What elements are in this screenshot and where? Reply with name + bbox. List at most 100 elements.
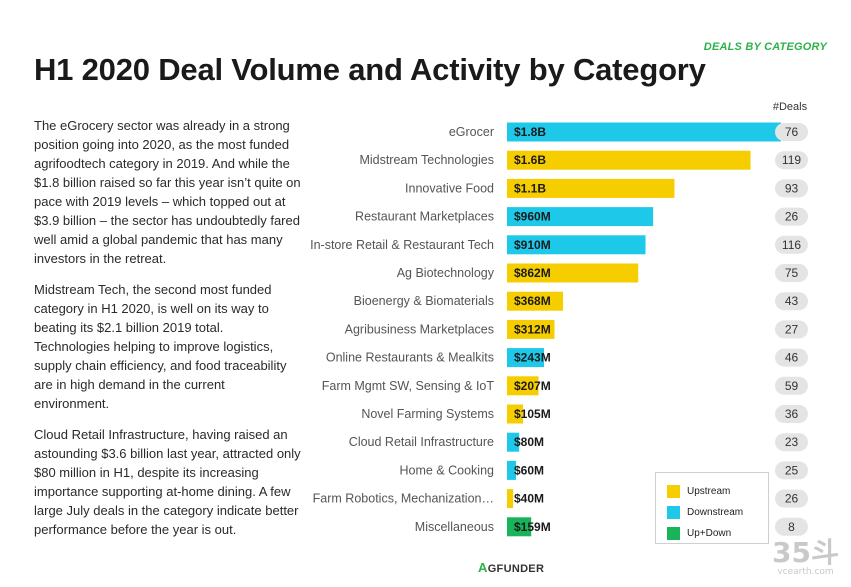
agfunder-logo: AGFUNDER — [478, 560, 544, 575]
value-label: $80M — [514, 435, 544, 449]
category-label: Ag Biotechnology — [397, 266, 495, 280]
deal-count-label: 75 — [785, 266, 799, 280]
deal-count-pill — [775, 348, 808, 367]
bar — [507, 348, 544, 368]
deal-count-label: 59 — [785, 379, 799, 393]
deal-count-pill — [775, 264, 808, 282]
deal-count-pill — [775, 179, 808, 198]
paragraph-egrocery: The eGrocery sector was already in a str… — [34, 118, 301, 266]
bar — [507, 207, 654, 227]
deal-count-label: 26 — [785, 492, 799, 506]
legend-item-upstream: Upstream — [667, 481, 768, 502]
deal-count-pill — [775, 461, 808, 480]
legend-item-downstream: Downstream — [667, 502, 768, 523]
value-label: $862M — [514, 266, 551, 280]
paragraph-cloud-retail: Cloud Retail Infrastructure, having rais… — [34, 427, 301, 537]
deal-count-label: 119 — [782, 153, 801, 167]
chart-row: Innovative Food $1.1B 93 — [405, 178, 808, 198]
bar — [507, 122, 781, 142]
deals-column-header: #Deals — [773, 101, 808, 113]
legend-label-downstream: Downstream — [687, 507, 744, 518]
deal-count-label: 116 — [782, 238, 801, 252]
value-label: $1.6B — [514, 153, 546, 167]
value-label: $1.1B — [514, 181, 546, 195]
category-label: In-store Retail & Restaurant Tech — [310, 238, 494, 252]
chart-row: Agribusiness Marketplaces $312M 27 — [345, 319, 808, 339]
bar — [507, 489, 514, 509]
category-label: eGrocer — [449, 125, 494, 139]
legend-label-upstream: Upstream — [687, 486, 731, 497]
bar — [507, 517, 532, 537]
category-label: Agribusiness Marketplaces — [345, 322, 494, 336]
deal-count-label: 27 — [785, 322, 799, 336]
deal-count-label: 93 — [785, 181, 799, 195]
brand-mark: A — [478, 560, 488, 575]
chart-row: eGrocer $1.8B 76 — [449, 122, 808, 142]
deal-count-label: 26 — [785, 210, 799, 224]
chart-row: Home & Cooking $60M 25 — [400, 460, 808, 480]
bar — [507, 460, 517, 480]
category-label: Novel Farming Systems — [361, 407, 494, 421]
value-label: $1.8B — [514, 125, 546, 139]
legend-item-up-down: Up+Down — [667, 523, 768, 544]
legend-swatch-upstream — [667, 485, 680, 498]
chart-rows: eGrocer $1.8B 76 Midstream Technologies $1.6… — [310, 122, 808, 537]
legend-swatch-up-down — [667, 527, 680, 540]
bar — [507, 432, 520, 452]
deal-count-label: 23 — [785, 435, 799, 449]
watermark: 35斗 vcearth.com — [772, 536, 839, 578]
value-label: $368M — [514, 294, 551, 308]
deal-count-pill — [775, 123, 808, 141]
bar — [507, 150, 751, 170]
brand-text: GFUNDER — [487, 563, 545, 575]
paragraph-midstream: Midstream Tech, the second most funded c… — [34, 282, 287, 411]
chart-row: Cloud Retail Infrastructure $80M 23 — [349, 432, 808, 452]
chart-row: Miscellaneous $159M 8 — [415, 517, 808, 537]
deal-count-label: 25 — [785, 463, 799, 477]
chart-row: Farm Robotics, Mechanization… $40M 26 — [313, 489, 808, 509]
deal-count-pill — [775, 151, 808, 170]
deal-count-pill — [775, 292, 808, 311]
deal-count-label: 43 — [785, 294, 799, 308]
value-label: $159M — [514, 520, 551, 534]
value-label: $243M — [514, 351, 551, 365]
deal-count-label: 46 — [785, 351, 799, 365]
value-label: $40M — [514, 492, 544, 506]
deal-count-pill — [775, 235, 808, 254]
chart-row: Bioenergy & Biomaterials $368M 43 — [354, 291, 808, 311]
deal-count-pill — [775, 433, 808, 452]
value-label: $910M — [514, 238, 551, 252]
value-label: $105M — [514, 407, 551, 421]
deal-count-pill — [775, 517, 808, 536]
deal-count-pill — [775, 489, 808, 508]
value-label: $960M — [514, 210, 551, 224]
chart-row: In-store Retail & Restaurant Tech $910M 11… — [310, 235, 808, 255]
chart-row: Online Restaurants & Mealkits $243M 46 — [326, 348, 808, 368]
bar — [507, 178, 675, 198]
page-title: H1 2020 Deal Volume and Activity by Cate… — [34, 52, 706, 87]
category-label: Online Restaurants & Mealkits — [326, 351, 494, 365]
section-kicker: DEALS BY CATEGORY — [703, 41, 827, 53]
category-label: Cloud Retail Infrastructure — [349, 435, 494, 449]
category-label: Midstream Technologies — [359, 153, 494, 167]
legend-label-up-down: Up+Down — [687, 528, 732, 539]
bar — [507, 376, 539, 396]
watermark-logo: 35斗 — [772, 536, 839, 569]
chart-row: Novel Farming Systems $105M 36 — [361, 404, 808, 424]
category-label: Restaurant Marketplaces — [355, 210, 494, 224]
value-label: $312M — [514, 322, 551, 336]
commentary-text: The eGrocery sector was already in a str… — [34, 116, 302, 551]
category-label: Farm Robotics, Mechanization… — [313, 492, 494, 506]
deal-count-label: 76 — [785, 125, 799, 139]
category-label: Home & Cooking — [400, 463, 495, 477]
deal-count-pill — [775, 207, 808, 226]
value-label: $207M — [514, 379, 551, 393]
category-label: Bioenergy & Biomaterials — [354, 294, 494, 308]
bar — [507, 263, 639, 283]
deal-count-pill — [775, 376, 808, 395]
chart-legend: Upstream Downstream Up+Down — [655, 472, 769, 544]
bar — [507, 319, 555, 339]
chart-row: Midstream Technologies $1.6B 119 — [359, 150, 808, 170]
deal-count-pill — [775, 405, 808, 423]
